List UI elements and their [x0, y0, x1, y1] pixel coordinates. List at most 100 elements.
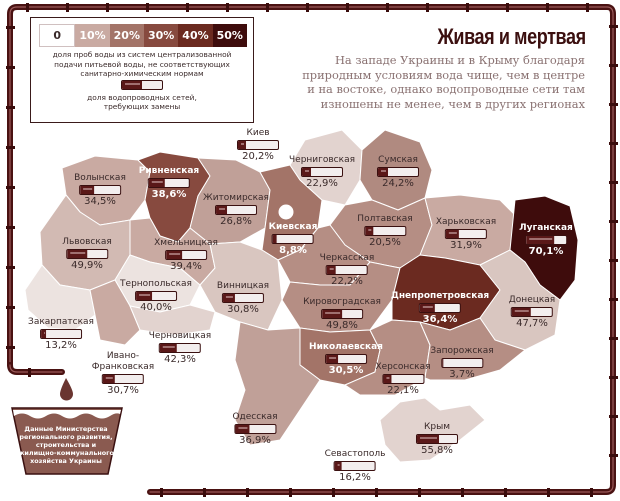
pipe-bar-icon [148, 178, 190, 188]
region-name: Черкасская [319, 253, 375, 263]
region-value: 22,2% [331, 276, 363, 287]
region-label: Одесская 36,9% [232, 412, 277, 446]
legend-color-description: доля проб воды из систем централизованно… [52, 50, 232, 78]
region-value: 55,8% [421, 445, 453, 456]
water-drop-icon [60, 378, 73, 401]
region-label: Днепропетровская 36,4% [391, 291, 489, 325]
pipe-bar-icon [333, 461, 376, 471]
region-value: 42,3% [164, 354, 196, 365]
pipe-bar-icon [215, 205, 257, 215]
region-label: Черкасская 22,2% [320, 253, 375, 287]
pipe-bar-icon [221, 293, 264, 303]
region-label: Житомирская 26,8% [203, 193, 269, 227]
region-name: Одесская [232, 412, 278, 422]
region-donetsk [479, 249, 561, 351]
pipe-bar-icon [79, 185, 121, 195]
region-value: 30,8% [227, 304, 259, 315]
region-name: Сумская [378, 155, 418, 165]
region-value: 26,8% [220, 216, 252, 227]
region-label: Харьковская 31,9% [436, 217, 496, 251]
region-name: Луганская [519, 223, 573, 233]
legend-swatch-50: 50% [212, 24, 247, 47]
region-label: Винницкая 30,8% [217, 281, 269, 315]
region-name: Хмельницкая [154, 238, 218, 248]
pipe-bar-icon [66, 249, 108, 259]
legend-bar-description: доля водопроводных сетей, требующих заме… [87, 92, 197, 112]
region-name: Кировоградская [303, 297, 381, 307]
region-value: 36,9% [239, 435, 271, 446]
region-label: Запорожская 3,7% [430, 346, 493, 380]
region-value: 20,2% [242, 151, 274, 162]
pipe-bar-icon [233, 424, 276, 434]
pipe-bar-icon [325, 265, 368, 275]
region-name: Винницкая [216, 281, 270, 291]
region-value: 39,4% [170, 261, 202, 272]
legend-swatch-20: 20% [109, 24, 144, 47]
pipe-bar-icon [320, 309, 363, 319]
pipe-bar-icon [300, 167, 343, 177]
region-value: 8,8% [279, 245, 307, 256]
region-name: Полтавская [357, 214, 413, 224]
region-value: 30,5% [328, 365, 364, 376]
region-label: Черниговская 22,9% [289, 155, 355, 189]
region-value: 24,2% [382, 178, 414, 189]
region-value: 3,7% [449, 369, 475, 380]
pipe-bar-icon [271, 234, 314, 244]
pipe-bar-icon [419, 303, 461, 313]
region-label: Херсонская 22,1% [375, 362, 430, 396]
region-name: Закарпатская [28, 317, 94, 327]
legend-swatch-40: 40% [178, 24, 213, 47]
region-label: Луганская 70,1% [519, 223, 573, 257]
pipe-bar-icon [165, 250, 207, 260]
region-value: 30,7% [107, 385, 139, 396]
region-crimea [379, 397, 486, 463]
region-name: Житомирская [203, 193, 269, 203]
region-label: Черновицкая 42,3% [149, 331, 211, 365]
region-label: Николаевская 30,5% [309, 342, 383, 376]
pipe-bar-icon [324, 354, 367, 364]
region-label: Закарпатская 13,2% [28, 317, 94, 351]
region-name: Херсонская [375, 362, 431, 372]
region-label: Киевская 8,8% [269, 222, 318, 256]
region-name: Киевская [268, 222, 318, 232]
region-value: 22,9% [306, 178, 338, 189]
region-value: 49,8% [326, 320, 358, 331]
region-name: Крым [424, 422, 450, 432]
region-value: 40,0% [140, 302, 172, 313]
region-label: Крым 55,8% [416, 422, 458, 456]
bucket-icon [11, 407, 123, 475]
region-value: 34,5% [84, 196, 116, 207]
pipe-bar-icon [524, 235, 567, 245]
region-value: 13,2% [45, 340, 77, 351]
region-label: Тернопольская 40,0% [120, 279, 192, 313]
region-name: Севастополь [324, 449, 386, 459]
pipe-bar-icon [135, 291, 177, 301]
region-name: Днепропетровская [390, 291, 490, 301]
pipe-bar-icon [159, 343, 201, 353]
region-odesa [234, 321, 321, 446]
region-ivano-frankivsk [89, 279, 141, 346]
region-name: Ривненская [138, 166, 200, 176]
pipe-bar-icon [237, 140, 279, 150]
legend-swatch-0: 0 [39, 24, 76, 47]
region-value: 70,1% [528, 246, 564, 257]
page-title: Живая и мертвая [437, 24, 587, 49]
legend-swatch-30: 30% [143, 24, 179, 47]
region-label: Киев 20,2% [237, 128, 279, 162]
region-name: Ивано- [106, 351, 140, 361]
region-name: Тернопольская [120, 279, 192, 289]
region-value: 16,2% [339, 472, 371, 483]
region-value: 36,4% [422, 314, 458, 325]
pipe-bar-icon [377, 167, 419, 177]
pipe-bar-icon [440, 358, 483, 368]
pipe-bar-icon [40, 329, 82, 339]
legend-swatch-10: 10% [75, 24, 110, 47]
region-chernivtsi [129, 304, 216, 336]
pipe-bar-icon [381, 374, 424, 384]
region-name: Львовская [62, 237, 112, 247]
region-name: Киев [246, 128, 270, 138]
legend-bar-icon [121, 79, 163, 90]
region-value: 31,9% [450, 240, 482, 251]
region-kyiv-city [278, 204, 294, 220]
